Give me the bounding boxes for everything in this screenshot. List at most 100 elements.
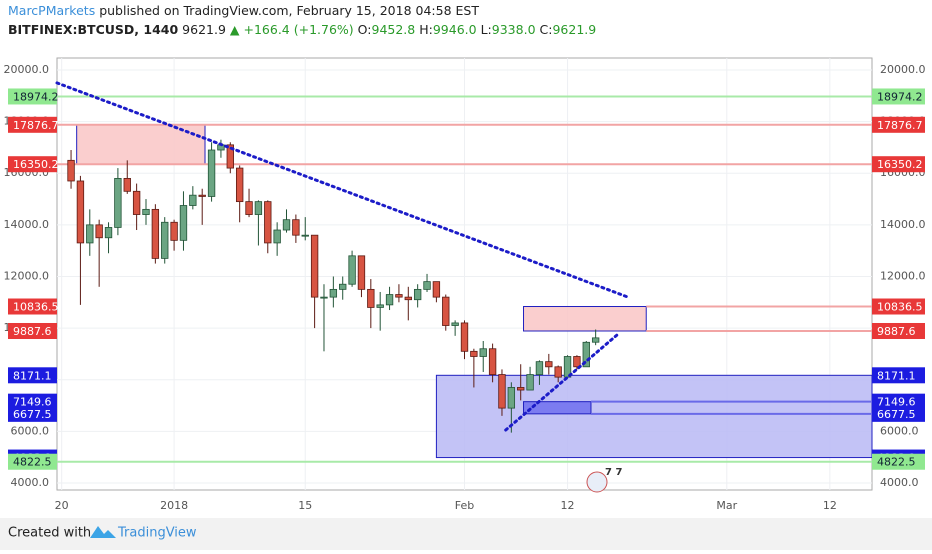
level-badge-left xyxy=(8,367,57,384)
candle-body xyxy=(132,190,141,215)
level-badge-left xyxy=(8,88,57,105)
candle-body xyxy=(189,194,197,206)
y-tick-label: 14000.0 xyxy=(4,218,50,231)
y-tick-label: 12000.0 xyxy=(4,269,50,282)
candle-body xyxy=(151,208,160,259)
candle-body xyxy=(207,149,216,197)
candle-body xyxy=(310,234,319,298)
level-label-right: 9887.6 xyxy=(877,325,916,338)
candle-body xyxy=(179,205,188,241)
level-badge-left xyxy=(8,453,57,470)
x-tick-label: Mar xyxy=(716,499,737,512)
author[interactable]: MarcPMarkets xyxy=(8,3,95,18)
candle-body xyxy=(114,178,122,228)
level-label-left: 18974.2 xyxy=(13,90,59,103)
level-label-right: 6677.5 xyxy=(877,408,916,421)
trendline xyxy=(504,332,620,432)
zone xyxy=(523,401,592,415)
y-tick-label: 4000.0 xyxy=(11,476,50,489)
candle-body xyxy=(385,294,394,306)
level-badge-right xyxy=(872,298,925,315)
candle-body xyxy=(264,201,272,244)
candle-body xyxy=(376,304,384,308)
l-label: L: xyxy=(481,22,492,37)
candle-body xyxy=(479,348,487,357)
header-line-2: BITFINEX:BTCUSD, 1440 9621.9 ▲ +166.4 (+… xyxy=(8,22,596,37)
o-label: O: xyxy=(358,22,372,37)
candle-body xyxy=(86,224,94,244)
level-label-left: 7149.6 xyxy=(13,396,52,409)
level-label-right: 8171.1 xyxy=(877,369,916,382)
level-label-right: 16350.2 xyxy=(877,158,923,171)
level-badge-right xyxy=(872,156,925,173)
change: ▲ +166.4 (+1.76%) xyxy=(230,22,354,37)
candle-body xyxy=(329,288,338,298)
candle-body xyxy=(357,255,366,290)
candle-body xyxy=(432,281,441,298)
level-badge-right xyxy=(872,116,925,133)
y-tick-label: 20000.0 xyxy=(4,63,50,76)
level-label-right: 10836.5 xyxy=(877,301,923,314)
y-tick-label-right: 6000.0 xyxy=(880,424,919,437)
candle-body xyxy=(488,348,497,375)
candle-body xyxy=(545,361,553,368)
candle-body xyxy=(348,255,356,285)
badge-icon xyxy=(586,471,608,493)
candle-body xyxy=(226,144,234,169)
zone xyxy=(523,306,647,332)
candle-body xyxy=(451,322,459,326)
y-tick-label: 6000.0 xyxy=(11,424,50,437)
candle-body xyxy=(235,167,244,203)
o: 9452.8 xyxy=(372,22,416,37)
candle-body xyxy=(320,296,328,299)
candle-body xyxy=(273,229,281,244)
y-tick-label-right: 20000.0 xyxy=(880,63,926,76)
symbol: BITFINEX:BTCUSD, 1440 xyxy=(8,22,178,37)
y-tick-label-right: 12000.0 xyxy=(880,269,926,282)
candle-body xyxy=(292,219,300,236)
h-label: H: xyxy=(419,22,433,37)
header-line-1: MarcPMarkets published on TradingView.co… xyxy=(8,3,479,18)
candle-body xyxy=(301,234,309,237)
candle-body xyxy=(367,288,375,308)
candle-body xyxy=(554,366,562,378)
level-label-left: 9887.6 xyxy=(13,325,52,338)
candle-body xyxy=(395,294,403,298)
candle-body xyxy=(104,227,113,239)
last: 9621.9 xyxy=(182,22,226,37)
candle-body xyxy=(95,224,103,239)
y-tick-label-right: 4000.0 xyxy=(880,476,919,489)
level-badge-left xyxy=(8,322,57,339)
l: 9338.0 xyxy=(492,22,536,37)
candle-body xyxy=(76,180,85,244)
x-tick-label: 2018 xyxy=(160,499,188,512)
level-badge-right xyxy=(872,453,925,470)
level-label-right: 7149.6 xyxy=(877,396,916,409)
candle-body xyxy=(123,178,131,192)
candle-body xyxy=(404,296,412,301)
candle-body xyxy=(245,201,253,215)
footer-brand[interactable]: TradingView xyxy=(117,526,197,541)
candle-body xyxy=(573,356,581,368)
y-tick-label-right: 14000.0 xyxy=(880,218,926,231)
level-badge-left xyxy=(8,298,57,315)
c-label: C: xyxy=(540,22,553,37)
level-label-right: 18974.2 xyxy=(877,90,923,103)
candle-body xyxy=(442,296,450,326)
candle-body xyxy=(423,281,431,290)
candle-body xyxy=(507,387,516,409)
badge: 7 7 xyxy=(605,467,622,478)
level-badge-right xyxy=(872,88,925,105)
level-label-left: 4822.5 xyxy=(13,456,52,469)
candle-body xyxy=(161,221,169,259)
c: 9621.9 xyxy=(552,22,596,37)
candle-body xyxy=(498,374,506,409)
candle-body xyxy=(582,341,590,368)
x-tick-label: 20 xyxy=(55,499,69,512)
candle-body xyxy=(170,221,178,241)
candle-body xyxy=(413,288,422,301)
level-badge-right xyxy=(872,367,925,384)
level-badge-left xyxy=(8,116,57,133)
